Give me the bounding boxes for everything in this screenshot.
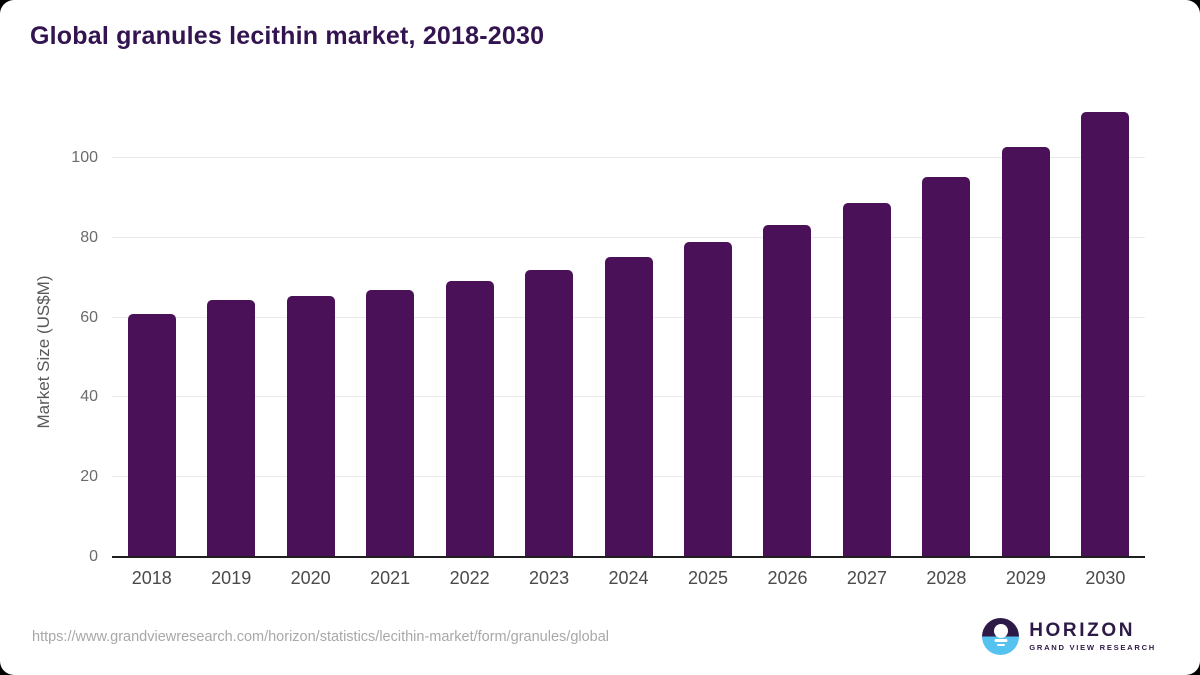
bar-slot <box>748 98 827 557</box>
x-tick-label: 2026 <box>767 568 808 588</box>
bar-2019[interactable] <box>207 300 256 557</box>
logo-name: HORIZON <box>1029 620 1136 641</box>
bar-slot <box>112 98 191 557</box>
bar-slot <box>907 98 986 557</box>
bar-slot <box>1066 98 1145 557</box>
bar-slot <box>986 98 1065 557</box>
sun-shape <box>993 624 1008 638</box>
bars-container <box>112 98 1145 557</box>
logo-subtitle: GRAND VIEW RESEARCH <box>1029 643 1156 652</box>
bar-2024[interactable] <box>604 257 653 557</box>
bar-2023[interactable] <box>525 270 574 557</box>
x-tick-label: 2022 <box>449 568 490 588</box>
bar-slot <box>668 98 747 557</box>
y-tick-label: 60 <box>80 308 98 326</box>
x-tick-label: 2019 <box>211 568 252 588</box>
x-tick-label: 2027 <box>846 568 887 588</box>
bar-2025[interactable] <box>684 242 733 557</box>
bar-2029[interactable] <box>1001 147 1050 557</box>
bar-slot <box>430 98 509 557</box>
gridline <box>112 236 1145 238</box>
bar-2030[interactable] <box>1081 111 1130 557</box>
x-axis-line <box>112 556 1145 558</box>
source-url: https://www.grandviewresearch.com/horizo… <box>32 629 610 645</box>
bar-slot <box>589 98 668 557</box>
horizon-logo[interactable]: HORIZON GRAND VIEW RESEARCH <box>982 618 1156 655</box>
x-tick-label: 2029 <box>1005 568 1046 588</box>
logo-text: HORIZON GRAND VIEW RESEARCH <box>1029 621 1156 652</box>
bar-2026[interactable] <box>763 224 812 557</box>
bar-slot <box>191 98 270 557</box>
y-tick-label: 20 <box>80 468 98 486</box>
x-axis-labels: 2018 2019 2020 2021 2022 2023 2024 2025 2026 2027… <box>112 568 1145 589</box>
water-reflection-line <box>996 643 1005 646</box>
y-tick-label: 0 <box>89 548 98 565</box>
bar-2018[interactable] <box>127 313 176 557</box>
y-tick-label: 40 <box>80 388 98 406</box>
y-axis-ticks: 0 20 40 60 80 100 <box>40 98 98 565</box>
bar-slot <box>827 98 906 557</box>
x-tick-label: 2020 <box>290 568 331 588</box>
bar-2022[interactable] <box>445 281 494 557</box>
bar-slot <box>350 98 429 557</box>
plot-area <box>112 98 1145 557</box>
y-tick-label: 100 <box>71 148 98 166</box>
x-tick-label: 2021 <box>370 568 411 588</box>
bar-2027[interactable] <box>842 202 891 557</box>
bar-2028[interactable] <box>922 177 971 557</box>
water-reflection-line <box>994 639 1008 642</box>
chart-title: Global granules lecithin market, 2018-20… <box>30 22 545 50</box>
bar-2021[interactable] <box>366 289 415 557</box>
gridline <box>112 156 1145 158</box>
x-tick-label: 2024 <box>608 568 649 588</box>
x-tick-label: 2030 <box>1085 568 1126 588</box>
x-tick-label: 2018 <box>131 568 172 588</box>
bar-2020[interactable] <box>286 296 335 557</box>
x-tick-label: 2028 <box>926 568 967 588</box>
horizon-sunset-icon <box>982 618 1020 655</box>
x-tick-label: 2025 <box>687 568 729 588</box>
bar-slot <box>509 98 588 557</box>
x-tick-label: 2023 <box>529 568 570 588</box>
y-tick-label: 80 <box>80 228 98 246</box>
bar-slot <box>271 98 350 557</box>
